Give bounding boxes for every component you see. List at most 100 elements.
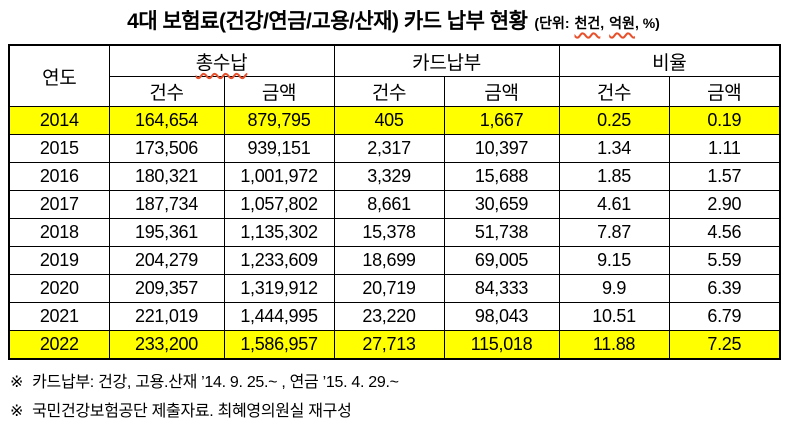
subheader-amount: 금액 <box>443 76 560 107</box>
card-amount-cell: 15,688 <box>443 162 560 191</box>
header-ratio: 비율 <box>558 44 781 77</box>
total-amount-cell: 1,135,302 <box>223 218 335 247</box>
ratio-amount-cell: 6.39 <box>668 274 781 303</box>
ratio-amount-cell: 2.90 <box>668 190 781 219</box>
table-row: 2015 173,506 939,151 2,317 10,397 1.34 1… <box>8 134 781 163</box>
card-count-cell: 27,713 <box>333 330 445 360</box>
insurance-card-payment-table: 연도 총수납 카드납부 비율 건수 금액 건수 금액 건수 금액 2014 16… <box>8 44 782 360</box>
total-count-cell: 204,279 <box>108 246 225 275</box>
card-amount-cell: 10,397 <box>443 134 560 163</box>
footnote-source: ※ 국민건강보험공단 제출자료. 최혜영의원실 재구성 <box>10 397 787 421</box>
card-amount-cell: 98,043 <box>443 302 560 331</box>
total-count-cell: 164,654 <box>108 106 225 135</box>
subheader-count: 건수 <box>558 76 670 107</box>
footnotes: ※ 카드납부: 건강, 고용.산재 ’14. 9. 25.~ , 연금 ’15. … <box>10 368 787 421</box>
total-amount-cell: 879,795 <box>223 106 335 135</box>
table-row: 2019 204,279 1,233,609 18,699 69,005 9.1… <box>8 246 781 275</box>
card-amount-cell: 84,333 <box>443 274 560 303</box>
table-row: 2022 233,200 1,586,957 27,713 115,018 11… <box>8 330 781 360</box>
total-amount-cell: 1,444,995 <box>223 302 335 331</box>
total-count-cell: 180,321 <box>108 162 225 191</box>
ratio-count-cell: 11.88 <box>558 330 670 360</box>
ratio-amount-cell: 0.19 <box>668 106 781 135</box>
card-amount-cell: 1,667 <box>443 106 560 135</box>
total-count-cell: 233,200 <box>108 330 225 360</box>
year-cell: 2014 <box>8 106 110 135</box>
total-amount-cell: 1,001,972 <box>223 162 335 191</box>
footnote-text: 카드납부: 건강, 고용.산재 ’14. 9. 25.~ , 연금 ’15. 4… <box>32 374 399 391</box>
year-cell: 2016 <box>8 162 110 191</box>
footnote-card-start-dates: ※ 카드납부: 건강, 고용.산재 ’14. 9. 25.~ , 연금 ’15. … <box>10 368 787 392</box>
reference-mark-icon: ※ <box>10 374 24 391</box>
year-cell: 2019 <box>8 246 110 275</box>
reference-mark-icon: ※ <box>10 403 24 420</box>
card-count-cell: 2,317 <box>333 134 445 163</box>
ratio-amount-cell: 5.59 <box>668 246 781 275</box>
table-row: 2017 187,734 1,057,802 8,661 30,659 4.61… <box>8 190 781 219</box>
ratio-count-cell: 1.85 <box>558 162 670 191</box>
total-amount-cell: 939,151 <box>223 134 335 163</box>
ratio-count-cell: 1.34 <box>558 134 670 163</box>
subheader-amount: 금액 <box>668 76 781 107</box>
page-title: 4대 보험료(건강/연금/고용/산재) 카드 납부 현황 (단위: 천건, 억원, %… <box>0 0 787 35</box>
card-count-cell: 18,699 <box>333 246 445 275</box>
ratio-amount-cell: 6.79 <box>668 302 781 331</box>
ratio-count-cell: 4.61 <box>558 190 670 219</box>
total-amount-cell: 1,233,609 <box>223 246 335 275</box>
header-card-payment: 카드납부 <box>333 44 560 77</box>
year-cell: 2017 <box>8 190 110 219</box>
total-count-cell: 209,357 <box>108 274 225 303</box>
year-cell: 2015 <box>8 134 110 163</box>
card-amount-cell: 69,005 <box>443 246 560 275</box>
unit-sep: , <box>600 15 605 31</box>
card-count-cell: 405 <box>333 106 445 135</box>
subheader-count: 건수 <box>333 76 445 107</box>
ratio-count-cell: 9.9 <box>558 274 670 303</box>
ratio-amount-cell: 1.57 <box>668 162 781 191</box>
table-row: 2014 164,654 879,795 405 1,667 0.25 0.19 <box>8 106 781 135</box>
unit-open: (단위: <box>534 15 570 31</box>
subheader-amount: 금액 <box>223 76 335 107</box>
card-count-cell: 15,378 <box>333 218 445 247</box>
year-cell: 2021 <box>8 302 110 331</box>
table-row: 2021 221,019 1,444,995 23,220 98,043 10.… <box>8 302 781 331</box>
card-count-cell: 8,661 <box>333 190 445 219</box>
year-cell: 2018 <box>8 218 110 247</box>
subheader-count: 건수 <box>108 76 225 107</box>
table-row: 2016 180,321 1,001,972 3,329 15,688 1.85… <box>8 162 781 191</box>
total-count-cell: 173,506 <box>108 134 225 163</box>
year-cell: 2020 <box>8 274 110 303</box>
footnote-text: 국민건강보험공단 제출자료. 최혜영의원실 재구성 <box>32 403 352 420</box>
ratio-count-cell: 7.87 <box>558 218 670 247</box>
title-unit: (단위: 천건, 억원, %) <box>534 15 659 31</box>
total-count-cell: 195,361 <box>108 218 225 247</box>
card-count-cell: 23,220 <box>333 302 445 331</box>
card-amount-cell: 115,018 <box>443 330 560 360</box>
unit-hundred-million-won: 억원 <box>609 15 635 31</box>
title-text: 4대 보험료(건강/연금/고용/산재) 카드 납부 현황 <box>127 10 528 33</box>
total-amount-cell: 1,319,912 <box>223 274 335 303</box>
card-amount-cell: 51,738 <box>443 218 560 247</box>
header-year: 연도 <box>8 44 110 107</box>
total-count-cell: 187,734 <box>108 190 225 219</box>
header-row-sub: 건수 금액 건수 금액 건수 금액 <box>9 76 781 107</box>
year-cell: 2022 <box>8 330 110 360</box>
ratio-count-cell: 0.25 <box>558 106 670 135</box>
card-amount-cell: 30,659 <box>443 190 560 219</box>
ratio-count-cell: 10.51 <box>558 302 670 331</box>
table-row: 2020 209,357 1,319,912 20,719 84,333 9.9… <box>8 274 781 303</box>
header-row-groups: 연도 총수납 카드납부 비율 <box>8 44 781 107</box>
total-amount-cell: 1,057,802 <box>223 190 335 219</box>
ratio-count-cell: 9.15 <box>558 246 670 275</box>
unit-thousand-cases: 천건 <box>574 15 601 31</box>
ratio-amount-cell: 4.56 <box>668 218 781 247</box>
table-row: 2018 195,361 1,135,302 15,378 51,738 7.8… <box>8 218 781 247</box>
unit-close: , %) <box>634 15 660 31</box>
header-total-received: 총수납 <box>108 44 335 77</box>
total-amount-cell: 1,586,957 <box>223 330 335 360</box>
ratio-amount-cell: 1.11 <box>668 134 781 163</box>
card-count-cell: 20,719 <box>333 274 445 303</box>
total-count-cell: 221,019 <box>108 302 225 331</box>
ratio-amount-cell: 7.25 <box>668 330 781 360</box>
card-count-cell: 3,329 <box>333 162 445 191</box>
